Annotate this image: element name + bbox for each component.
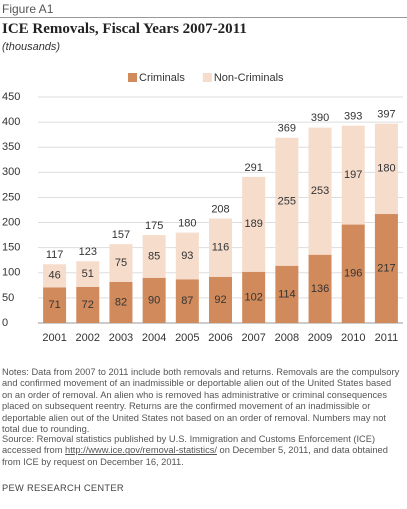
x-tick-label: 2007 [241, 332, 265, 344]
total-label: 291 [245, 162, 263, 174]
x-tick-label: 2002 [76, 332, 100, 344]
value-label: 90 [148, 294, 160, 306]
x-tick-label: 2010 [341, 332, 365, 344]
y-tick-label: 350 [2, 141, 20, 153]
value-label: 136 [311, 283, 329, 295]
bar-segment [43, 287, 67, 323]
total-label: 157 [112, 229, 130, 241]
bar-segment [175, 279, 199, 323]
bar-segment [308, 254, 332, 323]
value-label: 87 [181, 295, 193, 307]
bar-segment [209, 218, 232, 277]
x-tick-label: 2005 [175, 332, 199, 344]
y-tick-label: 450 [2, 91, 20, 103]
source: Source: Removal statistics published by … [2, 434, 404, 468]
bar-segment [275, 137, 299, 266]
x-tick-label: 2011 [375, 332, 399, 344]
value-label: 255 [278, 196, 296, 208]
bar-segment [76, 261, 100, 287]
value-label: 189 [245, 218, 263, 230]
bar-segment [175, 232, 199, 280]
bar-segment [374, 214, 398, 323]
y-tick-label: 150 [2, 242, 20, 254]
bar-segment [308, 127, 332, 255]
source-text: on December 5, 2011, and data obtained f… [2, 445, 388, 467]
value-label: 93 [181, 250, 193, 262]
legend-label: Criminals [139, 72, 185, 84]
bar-segment [142, 277, 166, 323]
value-label: 253 [311, 185, 329, 197]
x-tick-label: 2006 [208, 332, 232, 344]
y-tick-label: 50 [2, 292, 14, 304]
bar-segment [109, 244, 133, 282]
y-tick-label: 250 [2, 191, 20, 203]
value-label: 82 [115, 296, 127, 308]
total-label: 397 [377, 109, 395, 121]
value-label: 114 [278, 288, 296, 300]
x-tick-label: 2003 [109, 332, 133, 344]
footer: PEW RESEARCH CENTER [2, 483, 124, 493]
chart-subtitle: (thousands) [2, 41, 61, 53]
total-label: 180 [178, 218, 196, 230]
bar-segment [109, 281, 133, 323]
bar-segment [43, 264, 67, 288]
value-label: 217 [377, 262, 395, 274]
x-tick-label: 2008 [275, 332, 299, 344]
total-label: 175 [145, 220, 163, 232]
y-tick-label: 100 [2, 267, 20, 279]
total-label: 393 [344, 111, 362, 123]
bar-segment [374, 123, 398, 215]
legend-label: Non-Criminals [214, 72, 284, 84]
source-text: Source: Removal statistics published by … [2, 434, 376, 456]
bar-segment [142, 235, 166, 278]
value-label: 75 [115, 257, 127, 269]
total-label: 369 [278, 123, 296, 135]
bar-segment [341, 224, 365, 323]
legend-swatch [128, 73, 137, 82]
total-label: 390 [311, 112, 329, 124]
total-label: 208 [211, 203, 229, 215]
legend-swatch [202, 73, 212, 82]
value-label: 85 [148, 250, 160, 262]
bar-segment [341, 125, 365, 225]
x-tick-label: 2009 [308, 332, 332, 344]
bar-segment [242, 271, 266, 323]
y-tick-label: 200 [2, 216, 20, 228]
bar-segment [242, 176, 266, 272]
value-label: 71 [48, 299, 60, 311]
value-label: 197 [344, 169, 362, 181]
value-label: 102 [245, 291, 263, 303]
value-label: 72 [82, 299, 94, 311]
figure-label: Figure A1 [0, 0, 407, 18]
value-label: 51 [82, 268, 94, 280]
bar-segment [275, 265, 299, 323]
x-tick-label: 2001 [42, 332, 66, 344]
chart: 0 50 100 150 200 250 300 350 400 450 Criminals Non-… [2, 72, 403, 344]
y-tick-label: 0 [2, 317, 8, 329]
chart-title: ICE Removals, Fiscal Years 2007-2011 [2, 21, 247, 37]
notes: Notes: Data from 2007 to 2011 include bo… [2, 367, 400, 435]
value-label: 116 [212, 242, 230, 254]
x-tick-label: 2004 [142, 332, 166, 344]
bar-segment [209, 276, 232, 323]
value-label: 46 [48, 270, 60, 282]
y-tick-label: 300 [2, 166, 20, 178]
total-label: 117 [46, 249, 64, 261]
value-label: 180 [377, 163, 395, 175]
total-label: 123 [79, 246, 97, 258]
value-label: 92 [214, 294, 226, 306]
y-tick-label: 400 [2, 116, 20, 128]
bar-segment [76, 286, 100, 323]
value-label: 196 [344, 268, 362, 280]
source-link[interactable]: http://www.ice.gov/removal-statistics/ [65, 445, 217, 456]
